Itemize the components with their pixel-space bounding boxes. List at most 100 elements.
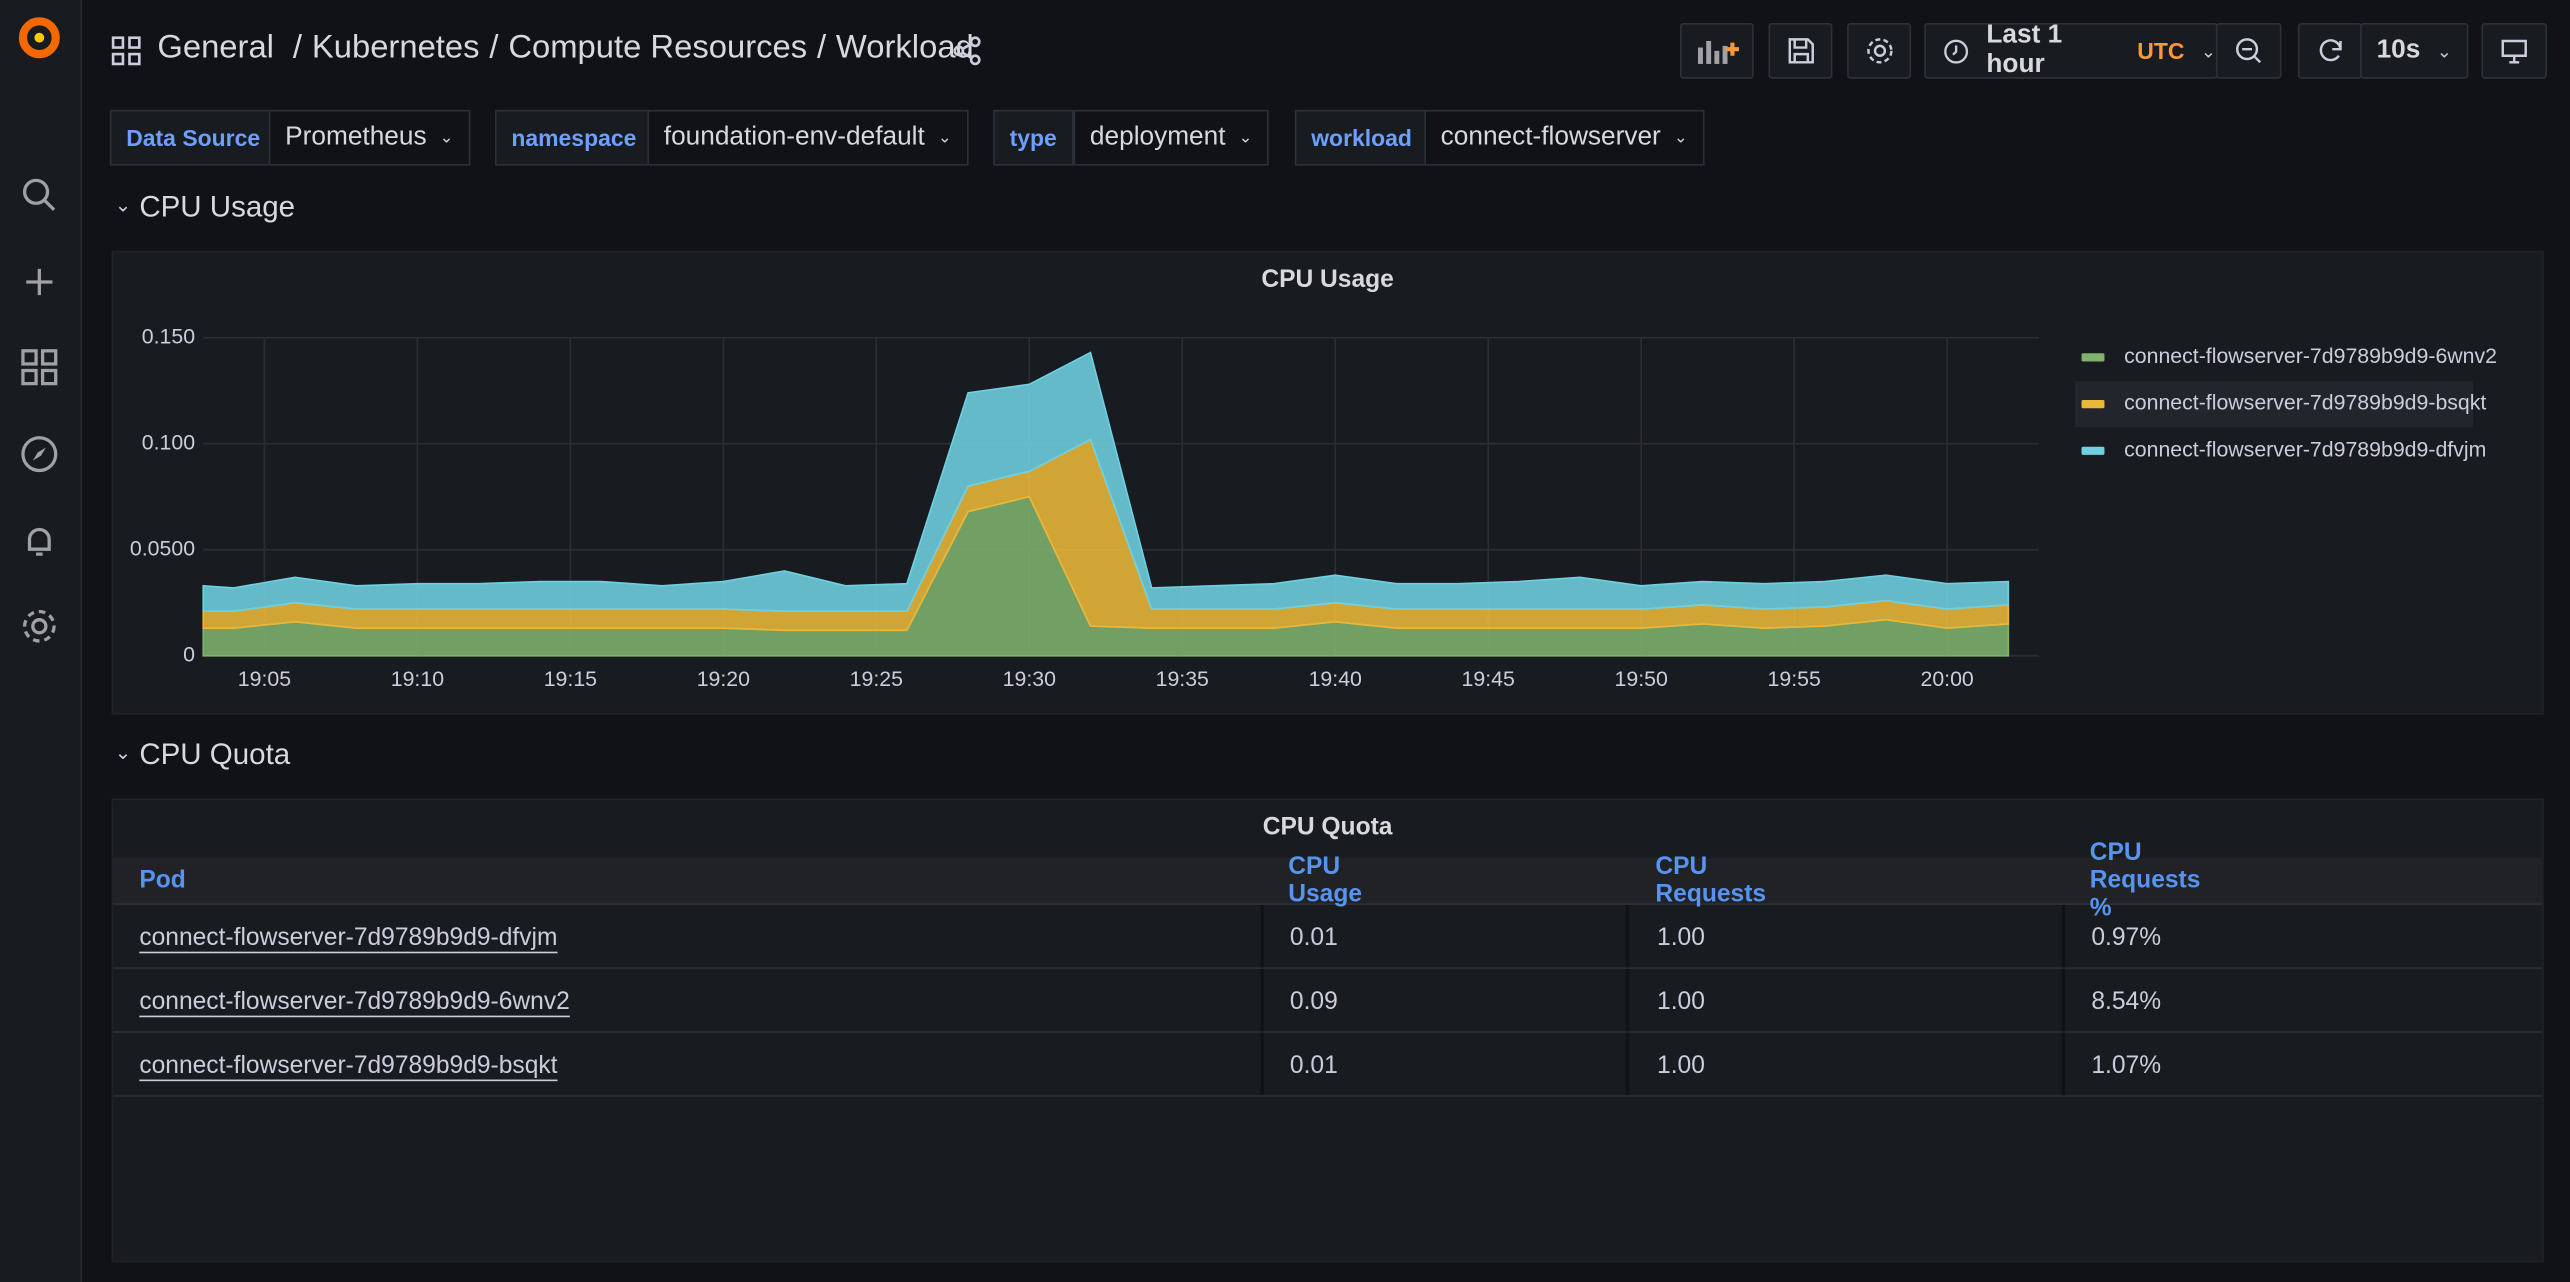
table-cell: 1.07% — [2091, 1050, 2162, 1079]
legend-label: connect-flowserver-7d9789b9d9-6wnv2 — [2124, 344, 2497, 368]
breadcrumb-folder[interactable]: General — [157, 29, 274, 66]
x-tick-label: 19:20 — [697, 667, 750, 691]
variable-select[interactable]: deployment ⌄ — [1073, 109, 1269, 166]
cell-divider — [1625, 1032, 1630, 1096]
x-tick-label: 19:30 — [1003, 667, 1056, 691]
variable-label: workload — [1294, 109, 1429, 166]
x-tick-label: 19:55 — [1768, 667, 1821, 691]
tv-mode-button[interactable] — [2481, 22, 2548, 79]
create-icon[interactable] — [20, 262, 59, 301]
x-tick-label: 19:35 — [1156, 667, 1209, 691]
x-tick-label: 19:50 — [1615, 667, 1668, 691]
cell-divider — [2061, 968, 2066, 1032]
row-collapse-icon[interactable]: ⌄ — [114, 741, 132, 764]
share-icon[interactable] — [952, 36, 982, 66]
variable-label: namespace — [494, 109, 653, 166]
row-divider — [113, 967, 2543, 969]
monitor-icon — [2501, 39, 2527, 64]
column-header[interactable]: CPU Requests % — [2089, 838, 2201, 923]
time-picker[interactable]: Last 1 hour UTC ⌄ — [1924, 21, 2218, 79]
breadcrumb: General / Kubernetes / Compute Resources… — [157, 30, 973, 68]
dashboards-icon[interactable] — [20, 348, 59, 387]
save-button[interactable] — [1768, 22, 1833, 79]
zoom-out-button[interactable] — [2215, 22, 2282, 79]
cell-divider — [1260, 968, 1264, 1032]
variable-label: type — [993, 109, 1074, 166]
settings-button[interactable] — [1847, 22, 1912, 79]
panel-title: CPU Usage — [1261, 265, 1394, 294]
variable-value: Prometheus — [285, 122, 427, 151]
refresh-interval[interactable]: 10s ⌄ — [2360, 22, 2469, 79]
add-panel-icon — [1697, 40, 1739, 64]
cell-divider — [1260, 1032, 1264, 1096]
cell-divider — [1625, 904, 1630, 968]
chevron: ⌄ — [937, 128, 952, 147]
column-header[interactable]: CPU Requests — [1655, 852, 1767, 909]
dashboard-grid-icon — [111, 36, 141, 66]
x-tick-label: 19:05 — [238, 667, 291, 691]
row-title[interactable]: CPU Quota — [139, 737, 291, 771]
table-cell: 0.09 — [1289, 986, 1338, 1015]
legend-swatch — [2081, 446, 2105, 455]
chevron: ⌄ — [2436, 41, 2452, 62]
x-tick-label: 19:10 — [391, 667, 444, 691]
refresh-value: 10s — [2376, 36, 2421, 64]
cell-divider — [2061, 904, 2066, 968]
separator: / — [283, 29, 303, 66]
grafana-logo[interactable] — [15, 13, 64, 62]
cell-divider — [1260, 904, 1264, 968]
chevron: ⌄ — [1673, 128, 1688, 147]
table-cell: 0.01 — [1289, 922, 1338, 951]
row-divider — [113, 1095, 2543, 1097]
legend-swatch — [2081, 353, 2105, 362]
x-tick-label: 19:15 — [544, 667, 597, 691]
row-collapse-icon[interactable]: ⌄ — [114, 193, 132, 217]
settings-icon[interactable] — [20, 607, 59, 646]
refresh-button[interactable] — [2297, 22, 2362, 79]
cell-divider — [2061, 1032, 2066, 1096]
table-cell: 0.01 — [1289, 1050, 1338, 1079]
variable-select[interactable]: connect-flowserver ⌄ — [1424, 109, 1705, 166]
save-icon — [1787, 38, 1814, 64]
variable-value: foundation-env-default — [663, 122, 925, 151]
chart: 0 0.0500 0.100 0.150 19:05 19:10 19:15 19:20 19:… — [130, 324, 2497, 691]
chevron: ⌄ — [2200, 41, 2216, 62]
x-tick-label: 19:45 — [1462, 667, 1515, 691]
y-tick-label: 0.100 — [142, 430, 195, 454]
area-series — [202, 351, 2010, 613]
time-zone: UTC — [2137, 37, 2185, 64]
column-header[interactable]: CPU Usage — [1288, 852, 1363, 909]
x-tick-label: 20:00 — [1920, 667, 1973, 691]
search-icon[interactable] — [20, 175, 59, 214]
column-header[interactable]: Pod — [139, 866, 186, 895]
separator: / — [489, 29, 499, 66]
variable-select[interactable]: Prometheus ⌄ — [268, 109, 470, 166]
pod-link[interactable]: connect-flowserver-7d9789b9d9-6wnv2 — [139, 986, 570, 1015]
chevron: ⌄ — [439, 128, 454, 147]
table-header-bg — [113, 857, 2543, 905]
alerting-icon[interactable] — [20, 521, 59, 560]
pod-link[interactable]: connect-flowserver-7d9789b9d9-dfvjm — [139, 922, 558, 951]
table-cell: 1.00 — [1657, 986, 1705, 1015]
table-cell: 0.97% — [2091, 922, 2162, 951]
variable-label: Data Source — [109, 109, 277, 166]
pod-link[interactable]: connect-flowserver-7d9789b9d9-bsqkt — [139, 1050, 558, 1079]
cell-divider — [1625, 968, 1630, 1032]
settings-icon — [1866, 38, 1892, 64]
panel-title: CPU Quota — [1262, 813, 1393, 842]
row-title[interactable]: CPU Usage — [139, 190, 296, 223]
legend-label: connect-flowserver-7d9789b9d9-dfvjm — [2124, 437, 2486, 461]
sidebar — [0, 0, 82, 1282]
table-cell: 8.54% — [2091, 986, 2162, 1015]
separator: / — [816, 29, 827, 66]
legend-highlight — [2074, 381, 2474, 428]
y-tick-label: 0.0500 — [130, 536, 195, 560]
variable-select[interactable]: foundation-env-default ⌄ — [647, 109, 969, 166]
breadcrumb-item: Compute Resources — [508, 29, 808, 66]
clock-icon — [1944, 38, 1969, 63]
add-panel-button[interactable] — [1679, 22, 1754, 79]
explore-icon[interactable] — [20, 434, 59, 473]
zoom-out-icon — [2236, 38, 2262, 64]
